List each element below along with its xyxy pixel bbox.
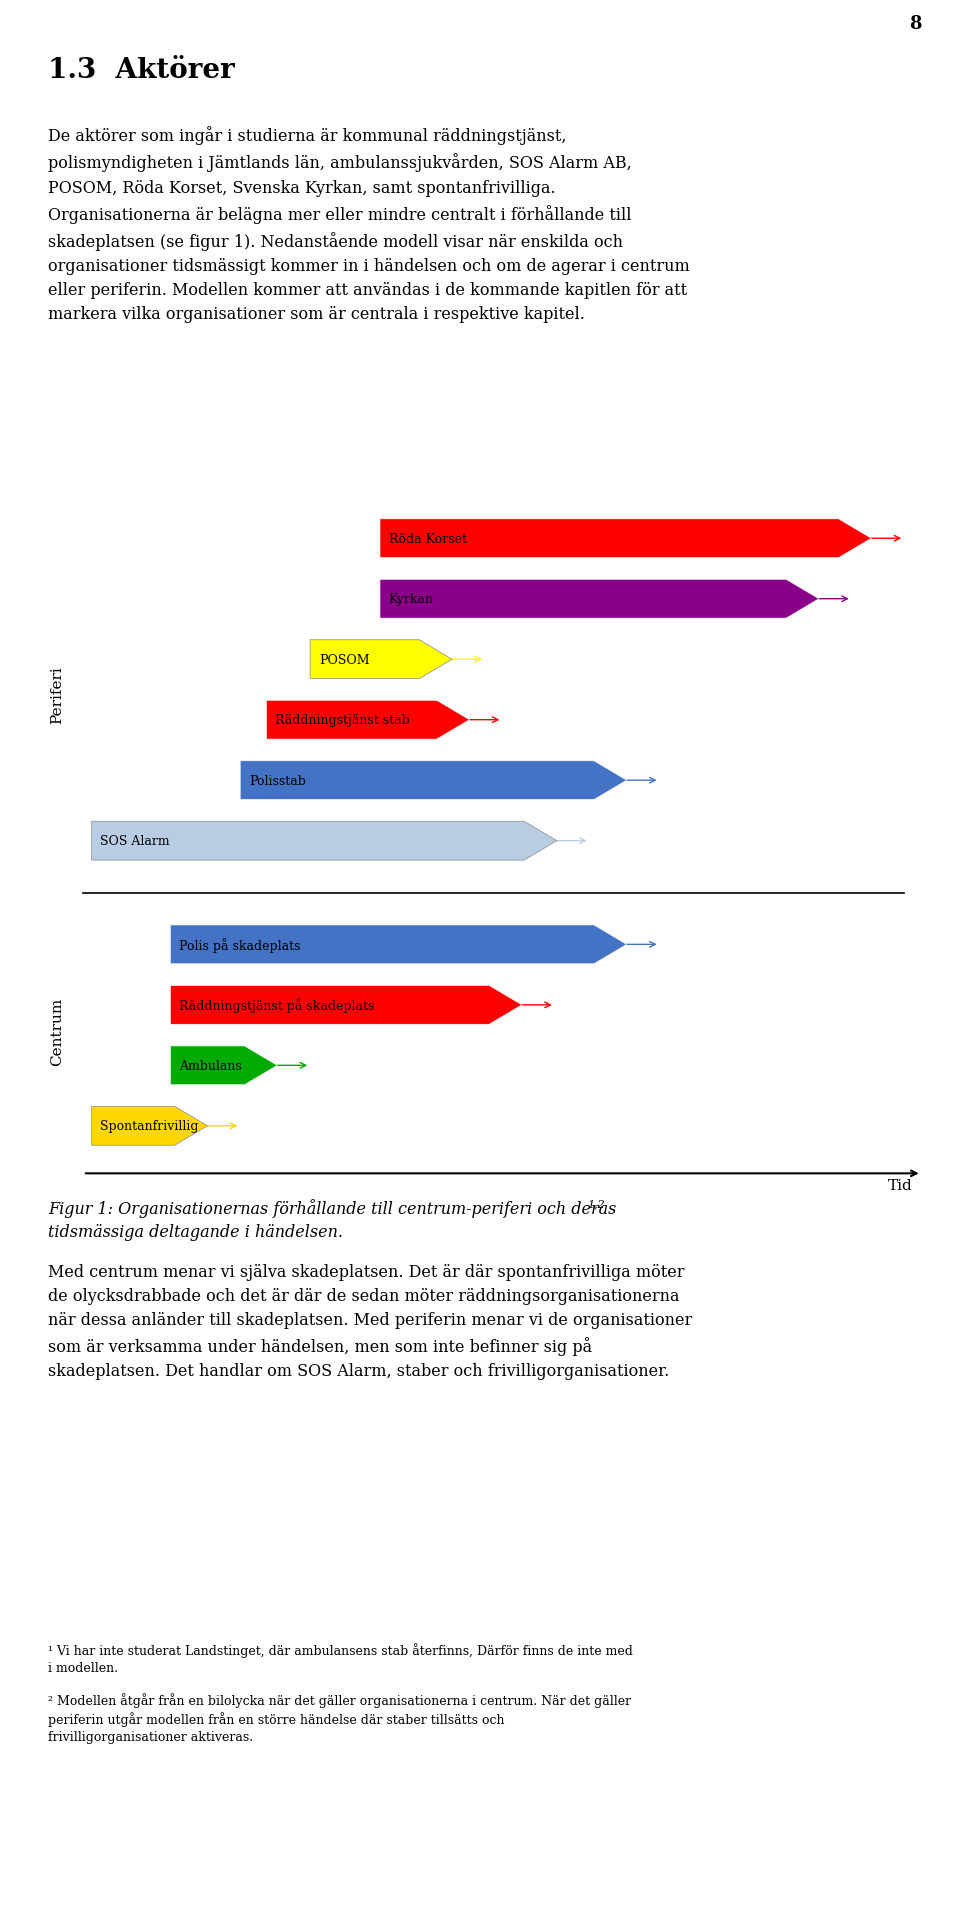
Text: Polisstab: Polisstab [249, 775, 306, 787]
FancyArrow shape [170, 986, 522, 1024]
Text: 1,2: 1,2 [588, 1198, 605, 1208]
Text: Räddningstjänst på skadeplats: Räddningstjänst på skadeplats [180, 997, 374, 1013]
Text: Periferi: Periferi [50, 666, 63, 723]
Text: De aktörer som ingår i studierna är kommunal räddningstjänst,
polismyndigheten i: De aktörer som ingår i studierna är komm… [48, 126, 689, 323]
Text: Med centrum menar vi själva skadeplatsen. Det är där spontanfrivilliga möter
de : Med centrum menar vi själva skadeplatsen… [48, 1263, 692, 1380]
Text: Ambulans: Ambulans [180, 1058, 242, 1072]
Text: ² Modellen åtgår från en bilolycka när det gäller organisationerna i centrum. Nä: ² Modellen åtgår från en bilolycka när d… [48, 1692, 631, 1744]
FancyArrow shape [170, 926, 627, 965]
FancyArrow shape [266, 701, 469, 739]
Text: Polis på skadeplats: Polis på skadeplats [180, 938, 300, 953]
FancyArrow shape [92, 821, 557, 861]
Text: Kyrkan: Kyrkan [389, 593, 434, 607]
FancyArrow shape [380, 519, 872, 559]
Text: POSOM: POSOM [319, 653, 370, 666]
FancyArrow shape [240, 762, 627, 800]
Text: ¹ Vi har inte studerat Landstinget, där ambulansens stab återfinns, Därför finns: ¹ Vi har inte studerat Landstinget, där … [48, 1642, 633, 1675]
Text: Räddningstjänst stab: Räddningstjänst stab [276, 714, 410, 727]
Text: Centrum: Centrum [50, 997, 63, 1066]
Text: 1.3  Aktörer: 1.3 Aktörer [48, 57, 235, 84]
FancyArrow shape [170, 1047, 277, 1085]
FancyArrow shape [310, 641, 452, 679]
Text: Tid: Tid [888, 1177, 913, 1192]
Text: Spontanfrivillig: Spontanfrivillig [101, 1120, 199, 1133]
Text: 8: 8 [909, 15, 922, 33]
FancyArrow shape [92, 1106, 207, 1146]
Text: SOS Alarm: SOS Alarm [101, 835, 170, 848]
Text: Figur 1: Organisationernas förhållande till centrum-periferi och deras
tidsmässi: Figur 1: Organisationernas förhållande t… [48, 1198, 616, 1240]
FancyArrow shape [380, 580, 819, 618]
Text: Röda Korset: Röda Korset [389, 532, 467, 545]
